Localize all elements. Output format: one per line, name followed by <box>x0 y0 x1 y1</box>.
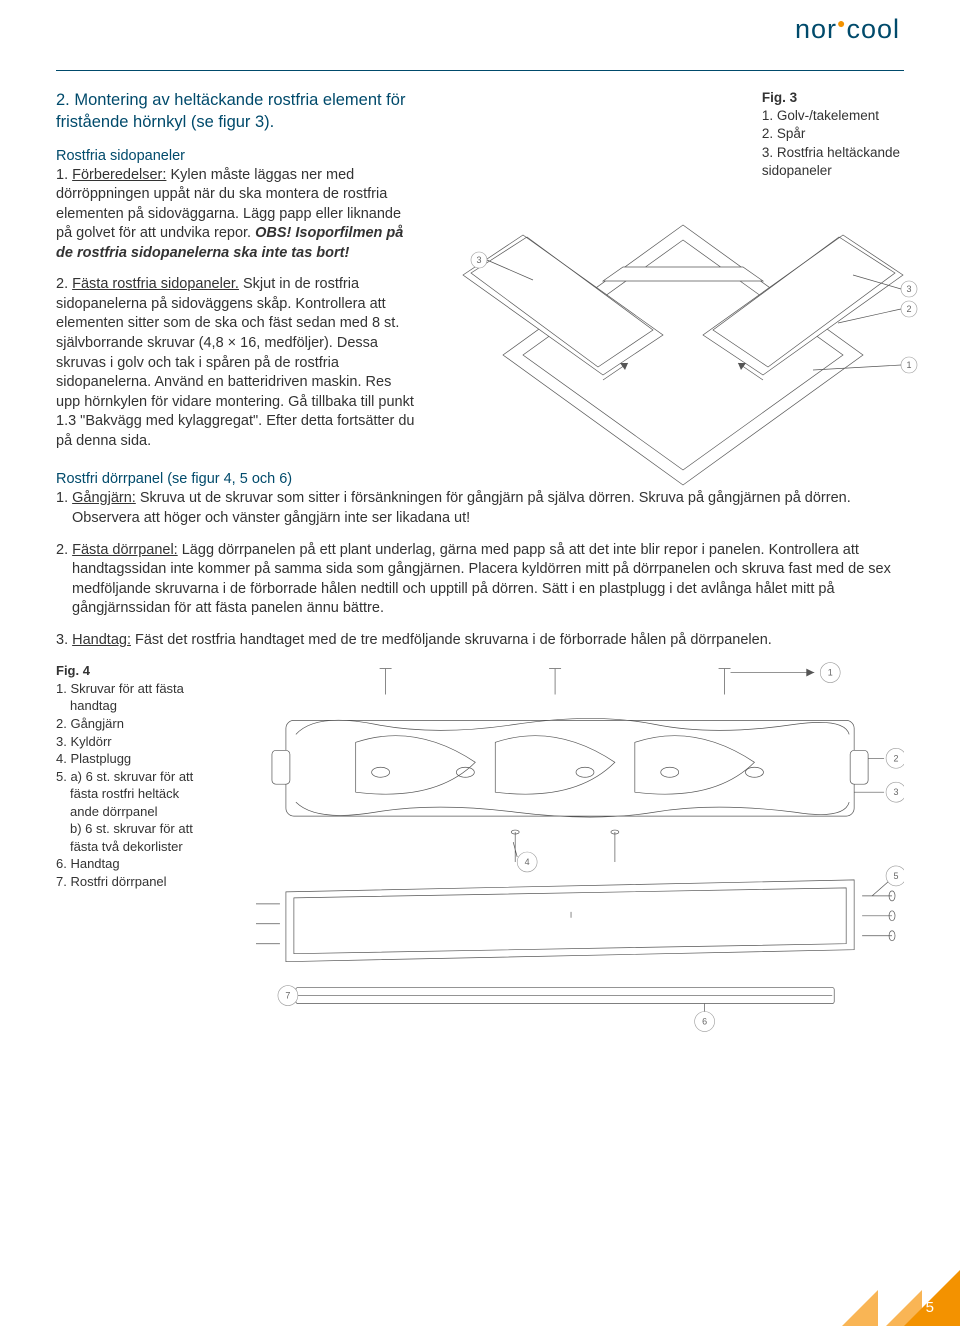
fig3-item3: 3. Rostfria heltäckande <box>762 145 900 160</box>
fig4-callout-6: 6 <box>702 1017 707 1027</box>
fig3-caption: Fig. 3 1. Golv-/takelement 2. Spår 3. Ro… <box>762 89 900 180</box>
fig4-i7: 7. Rostfri dörrpanel <box>56 874 167 889</box>
fig4-callout-4: 4 <box>525 857 530 867</box>
fig3-item2: 2. Spår <box>762 126 806 141</box>
fig4-callout-5: 5 <box>894 871 899 881</box>
fig4-callout-1: 1 <box>828 668 833 678</box>
p1-lead: Gångjärn: <box>72 490 136 506</box>
fig4-i5b: fästa rostfri heltäck <box>56 785 246 803</box>
footer-decoration <box>780 1270 960 1326</box>
para2-body: Skjut in de rostfria sidopanelerna på si… <box>56 276 415 449</box>
fig3-callout-3a: 3 <box>476 255 481 265</box>
fig4-i3: 3. Kyldörr <box>56 734 112 749</box>
logo-text-b: cool <box>846 14 900 44</box>
p1-body: Skruva ut de skruvar som sitter i försän… <box>72 490 851 526</box>
p3-lead: Handtag: <box>72 632 131 648</box>
fig3-callout-3b: 3 <box>906 284 911 294</box>
fig3-item1: 1. Golv-/takelement <box>762 108 879 123</box>
fig4-i5e: fästa två dekorlister <box>56 838 246 856</box>
fig4-i1b: handtag <box>56 697 246 715</box>
fig4-i5c: ande dörrpanel <box>56 803 246 821</box>
fig4-i6: 6. Handtag <box>56 856 120 871</box>
fig3-diagram: 3 3 2 1 <box>443 185 923 495</box>
brand-logo: nor●cool <box>795 14 900 45</box>
fig4-i5d: b) 6 st. skruvar för att <box>56 820 246 838</box>
fig4-callout-7: 7 <box>285 991 290 1001</box>
para1-lead: Förberedelser: <box>72 167 166 183</box>
p2-lead: Fästa dörrpanel: <box>72 542 178 558</box>
para-fasta-dorrpanel: 2. Fästa dörrpanel: Lägg dörrpanelen på … <box>56 541 904 619</box>
page-number: 5 <box>926 1299 934 1316</box>
para-handtag: 3. Handtag: Fäst det rostfria handtaget … <box>56 631 904 651</box>
fig4-callout-2: 2 <box>894 754 899 764</box>
header-rule <box>56 70 904 71</box>
fig3-item3b: sidopaneler <box>762 163 832 178</box>
subhead-sidopaneler: Rostfria sidopaneler <box>56 148 419 164</box>
fig3-callout-2: 2 <box>906 304 911 314</box>
fig4-diagram: 1 2 <box>256 662 904 1042</box>
para-fasta: 2. Fästa rostfria sidopaneler. Skjut in … <box>56 275 419 451</box>
para-forberedelser: 1. Förberedelser: Kylen måste läggas ner… <box>56 166 419 264</box>
p2-body: Lägg dörrpanelen på ett plant underlag, … <box>72 542 891 617</box>
section-title: 2. Montering av heltäckande rostfria ele… <box>56 89 419 134</box>
fig3-label: Fig. 3 <box>762 90 797 105</box>
fig3-callout-1: 1 <box>906 360 911 370</box>
para-gangjarn: 1. Gångjärn: Skruva ut de skruvar som si… <box>56 489 904 528</box>
fig4-caption: Fig. 4 1. Skruvar för att fästa handtag … <box>56 662 246 1042</box>
fig4-i1: 1. Skruvar för att fästa <box>56 681 184 696</box>
para2-lead: Fästa rostfria sidopaneler. <box>72 276 239 292</box>
logo-text-a: nor <box>795 14 837 44</box>
fig4-i5: 5. a) 6 st. skruvar för att <box>56 769 193 784</box>
p3-body: Fäst det rostfria handtaget med de tre m… <box>131 632 772 648</box>
fig4-i4: 4. Plastplugg <box>56 751 131 766</box>
fig4-callout-3: 3 <box>894 788 899 798</box>
fig4-i2: 2. Gångjärn <box>56 716 124 731</box>
fig4-label: Fig. 4 <box>56 663 90 678</box>
